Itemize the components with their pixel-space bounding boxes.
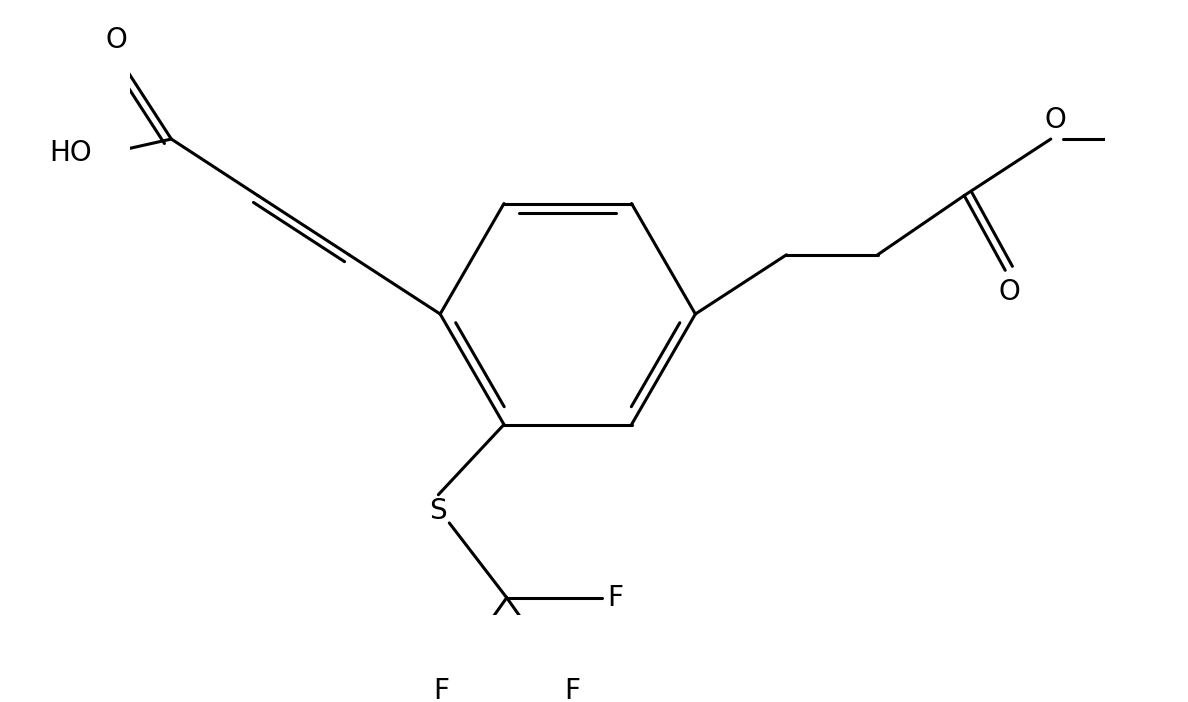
- Text: F: F: [434, 677, 449, 702]
- Text: O: O: [1044, 107, 1066, 135]
- Text: O: O: [999, 277, 1020, 305]
- Text: F: F: [607, 583, 623, 611]
- Text: F: F: [564, 677, 580, 702]
- Text: S: S: [430, 497, 447, 525]
- Text: O: O: [106, 26, 127, 54]
- Text: HO: HO: [50, 139, 91, 166]
